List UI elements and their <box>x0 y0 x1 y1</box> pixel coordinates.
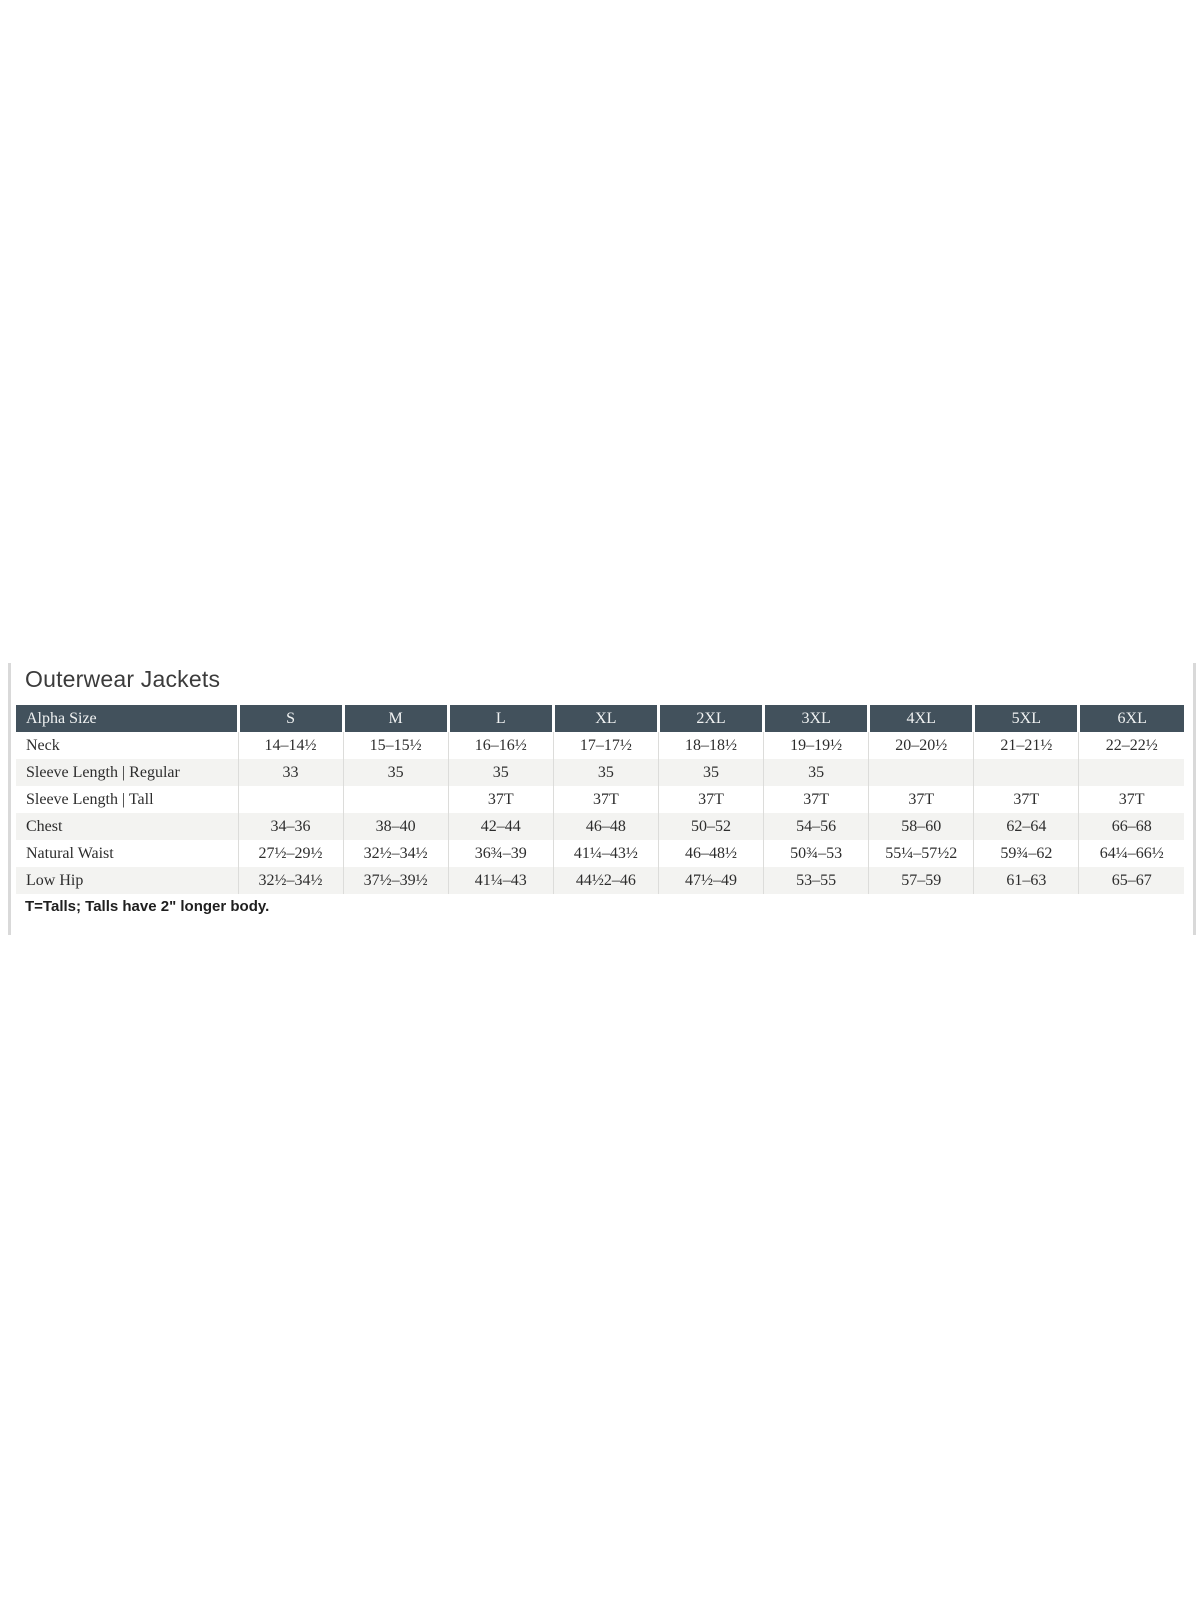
size-value-cell: 35 <box>657 759 764 786</box>
size-value-cell: 14–14½ <box>237 732 344 759</box>
table-row: Chest 34–36 38–40 42–44 46–48 50–52 54–56 58–60… <box>16 813 1184 840</box>
size-table: Alpha Size S M L XL 2XL 3XL 4XL 5XL 6XL Neck 14–14… <box>16 705 1184 894</box>
table-row: Neck 14–14½ 15–15½ 16–16½ 17–17½ 18–18½ 19–19½… <box>16 732 1184 759</box>
size-value-cell: 46–48½ <box>657 840 764 867</box>
size-value-cell: 19–19½ <box>763 732 869 759</box>
size-value-cell: 59¾–62 <box>973 840 1079 867</box>
size-value-cell: 18–18½ <box>657 732 764 759</box>
size-value-cell: 44½2–46 <box>552 867 659 894</box>
size-value-cell: 35 <box>447 759 554 786</box>
size-value-cell: 22–22½ <box>1078 732 1184 759</box>
size-value-cell: 41¼–43 <box>447 867 554 894</box>
column-header-size: 2XL <box>656 705 764 732</box>
size-value-cell: 36¾–39 <box>447 840 554 867</box>
size-value-cell <box>868 759 974 786</box>
row-label: Sleeve Length | Tall <box>26 790 154 808</box>
size-value-cell: 53–55 <box>763 867 869 894</box>
size-table-header: Alpha Size S M L XL 2XL 3XL 4XL 5XL 6XL <box>16 705 1184 732</box>
size-value-cell: 37T <box>447 786 554 813</box>
size-value-cell: 35 <box>763 759 869 786</box>
size-value-cell <box>1078 759 1184 786</box>
footnote: T=Talls; Talls have 2" longer body. <box>25 898 270 915</box>
size-value-cell: 16–16½ <box>447 732 554 759</box>
row-label: Natural Waist <box>26 844 114 862</box>
row-label: Low Hip <box>26 871 84 889</box>
column-header-size: M <box>341 705 449 732</box>
size-value-cell: 42–44 <box>447 813 554 840</box>
size-value-cell: 50¾–53 <box>763 840 869 867</box>
size-value-cell: 33 <box>237 759 344 786</box>
column-header-size: 4XL <box>867 705 974 732</box>
size-value-cell: 37T <box>868 786 974 813</box>
size-value-cell: 41¼–43½ <box>552 840 659 867</box>
column-header-size: 6XL <box>1077 705 1184 732</box>
table-row: Natural Waist 27½–29½ 32½–34½ 36¾–39 41¼–43½… <box>16 840 1184 867</box>
size-value-cell: 37T <box>1078 786 1184 813</box>
size-chart-panel: Outerwear Jackets Alpha Size S M L XL 2XL 3XL 4… <box>8 663 1196 935</box>
column-header-size: 5XL <box>972 705 1079 732</box>
size-value-cell: 61–63 <box>973 867 1079 894</box>
size-value-cell: 66–68 <box>1078 813 1184 840</box>
size-table-body: Neck 14–14½ 15–15½ 16–16½ 17–17½ 18–18½ 19–19½… <box>16 732 1184 894</box>
size-value-cell: 34–36 <box>237 813 344 840</box>
column-header-size: XL <box>551 705 659 732</box>
column-header-label: Alpha Size <box>16 705 238 732</box>
column-header-size: S <box>236 705 344 732</box>
size-value-cell <box>342 786 449 813</box>
size-value-cell: 17–17½ <box>552 732 659 759</box>
section-title: Outerwear Jackets <box>25 666 221 692</box>
size-value-cell: 55¼–57½2 <box>868 840 974 867</box>
size-value-cell: 35 <box>342 759 449 786</box>
size-value-cell: 58–60 <box>868 813 974 840</box>
size-value-cell: 37T <box>973 786 1079 813</box>
size-value-cell: 57–59 <box>868 867 974 894</box>
size-value-cell: 32½–34½ <box>342 840 449 867</box>
size-value-cell: 32½–34½ <box>237 867 344 894</box>
column-header-size: L <box>446 705 554 732</box>
size-value-cell: 37½–39½ <box>342 867 449 894</box>
size-value-cell: 50–52 <box>657 813 764 840</box>
size-value-cell <box>973 759 1079 786</box>
size-value-cell: 35 <box>552 759 659 786</box>
size-value-cell: 37T <box>552 786 659 813</box>
size-value-cell: 65–67 <box>1078 867 1184 894</box>
size-value-cell: 62–64 <box>973 813 1079 840</box>
row-label: Sleeve Length | Regular <box>26 763 180 781</box>
size-value-cell: 37T <box>657 786 764 813</box>
size-value-cell: 47½–49 <box>657 867 764 894</box>
table-row: Sleeve Length | Tall 37T 37T 37T 37T 37T 37T 37… <box>16 786 1184 813</box>
size-value-cell: 46–48 <box>552 813 659 840</box>
header-row: Alpha Size S M L XL 2XL 3XL 4XL 5XL 6XL <box>16 705 1184 732</box>
size-value-cell: 15–15½ <box>342 732 449 759</box>
size-value-cell <box>237 786 344 813</box>
table-row: Sleeve Length | Regular 33 35 35 35 35 35 <box>16 759 1184 786</box>
size-value-cell: 20–20½ <box>868 732 974 759</box>
column-header-size: 3XL <box>762 705 869 732</box>
row-label: Chest <box>26 817 63 835</box>
table-row: Low Hip 32½–34½ 37½–39½ 41¼–43 44½2–46 47½–49… <box>16 867 1184 894</box>
size-value-cell: 37T <box>763 786 869 813</box>
size-value-cell: 38–40 <box>342 813 449 840</box>
row-label: Neck <box>26 736 60 754</box>
size-value-cell: 54–56 <box>763 813 869 840</box>
size-value-cell: 64¼–66½ <box>1078 840 1184 867</box>
size-value-cell: 21–21½ <box>973 732 1079 759</box>
size-value-cell: 27½–29½ <box>237 840 344 867</box>
